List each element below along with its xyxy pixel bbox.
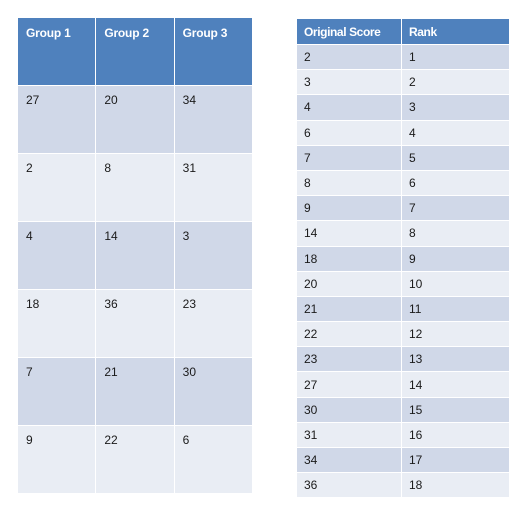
groups-table-row: 18 36 23	[16, 289, 254, 358]
groups-table-row: 4 14 3	[16, 221, 254, 290]
groups-table-body: 27 20 34 2 8 31 4 14 3 18 36 23 7 21 30 9 22 6	[16, 85, 254, 494]
rank-cell: 5	[401, 144, 510, 171]
group-1-cell: 7	[16, 357, 97, 426]
groups-header-row: Group 1 Group 2 Group 3	[16, 17, 254, 86]
original-score-cell: 30	[296, 396, 402, 423]
rank-table-row: 34 17	[296, 446, 510, 474]
original-score-cell: 8	[296, 169, 402, 197]
rank-cell: 6	[401, 169, 510, 197]
original-score-cell: 34	[296, 446, 402, 474]
original-score-cell: 23	[296, 346, 402, 373]
group-2-cell: 36	[95, 289, 175, 358]
group-3-cell: 31	[173, 153, 254, 222]
groups-table: Group 1 Group 2 Group 3 27 20 34 2 8 31 4 14 3 18…	[16, 17, 254, 494]
original-score-cell: 31	[296, 421, 402, 449]
rank-table-row: 22 12	[296, 321, 510, 348]
rank-table-row: 20 10	[296, 270, 510, 297]
group-2-cell: 14	[95, 221, 175, 290]
rank-cell: 11	[401, 295, 510, 323]
original-score-cell: 36	[296, 472, 402, 499]
rank-header: Rank	[401, 18, 510, 45]
group-3-cell: 34	[173, 85, 254, 154]
rank-table-row: 18 9	[296, 245, 510, 272]
groups-table-row: 7 21 30	[16, 357, 254, 426]
rank-cell: 3	[401, 94, 510, 121]
groups-table-header: Group 1 Group 2 Group 3	[16, 17, 254, 86]
rank-cell: 14	[401, 371, 510, 398]
original-score-cell: 27	[296, 371, 402, 398]
rank-cell: 16	[401, 421, 510, 449]
original-score-cell: 20	[296, 270, 402, 297]
rank-cell: 17	[401, 446, 510, 474]
rank-cell: 2	[401, 69, 510, 96]
original-score-cell: 3	[296, 69, 402, 96]
rank-table-row: 14 8	[296, 220, 510, 247]
original-score-cell: 2	[296, 43, 402, 71]
rank-cell: 7	[401, 195, 510, 222]
original-score-cell: 7	[296, 144, 402, 171]
group-2-cell: 8	[95, 153, 175, 222]
rank-cell: 9	[401, 245, 510, 272]
group-1-cell: 18	[16, 289, 97, 358]
rank-table-row: 21 11	[296, 295, 510, 323]
original-score-cell: 14	[296, 220, 402, 247]
rank-table-body: 2 1 3 2 4 3 6 4 7 5 8 6 9 7 14 8 18 9 20 10 21 11 22 12 23 13 27 14…	[296, 43, 510, 499]
original-score-cell: 6	[296, 119, 402, 146]
rank-cell: 12	[401, 321, 510, 348]
group-3-cell: 23	[173, 289, 254, 358]
group-3-cell: 6	[173, 425, 254, 494]
rank-cell: 13	[401, 346, 510, 373]
original-score-cell: 18	[296, 245, 402, 272]
group-1-cell: 9	[16, 425, 97, 494]
group-1-cell: 27	[16, 85, 97, 154]
original-score-cell: 4	[296, 94, 402, 121]
group-3-cell: 3	[173, 221, 254, 290]
rank-table-row: 27 14	[296, 371, 510, 398]
rank-table-row: 31 16	[296, 421, 510, 449]
group-3-cell: 30	[173, 357, 254, 426]
original-score-cell: 21	[296, 295, 402, 323]
rank-header-row: Original Score Rank	[296, 18, 510, 45]
group-3-header: Group 3	[173, 17, 254, 86]
rank-table-header: Original Score Rank	[296, 18, 510, 45]
group-2-cell: 22	[95, 425, 175, 494]
rank-cell: 1	[401, 43, 510, 71]
group-1-cell: 2	[16, 153, 97, 222]
rank-table-row: 36 18	[296, 472, 510, 499]
rank-cell: 4	[401, 119, 510, 146]
group-2-cell: 20	[95, 85, 175, 154]
group-2-header: Group 2	[95, 17, 175, 86]
rank-cell: 18	[401, 472, 510, 499]
rank-table-row: 23 13	[296, 346, 510, 373]
groups-table-row: 2 8 31	[16, 153, 254, 222]
groups-table-row: 27 20 34	[16, 85, 254, 154]
original-score-cell: 22	[296, 321, 402, 348]
groups-table-row: 9 22 6	[16, 425, 254, 494]
original-score-cell: 9	[296, 195, 402, 222]
rank-table: Original Score Rank 2 1 3 2 4 3 6 4 7 5 8 6 9 7 14 8 18 9…	[296, 18, 510, 499]
group-1-cell: 4	[16, 221, 97, 290]
group-2-cell: 21	[95, 357, 175, 426]
rank-cell: 10	[401, 270, 510, 297]
rank-cell: 15	[401, 396, 510, 423]
rank-table-row: 30 15	[296, 396, 510, 423]
original-score-header: Original Score	[296, 18, 402, 45]
group-1-header: Group 1	[16, 17, 97, 86]
rank-cell: 8	[401, 220, 510, 247]
